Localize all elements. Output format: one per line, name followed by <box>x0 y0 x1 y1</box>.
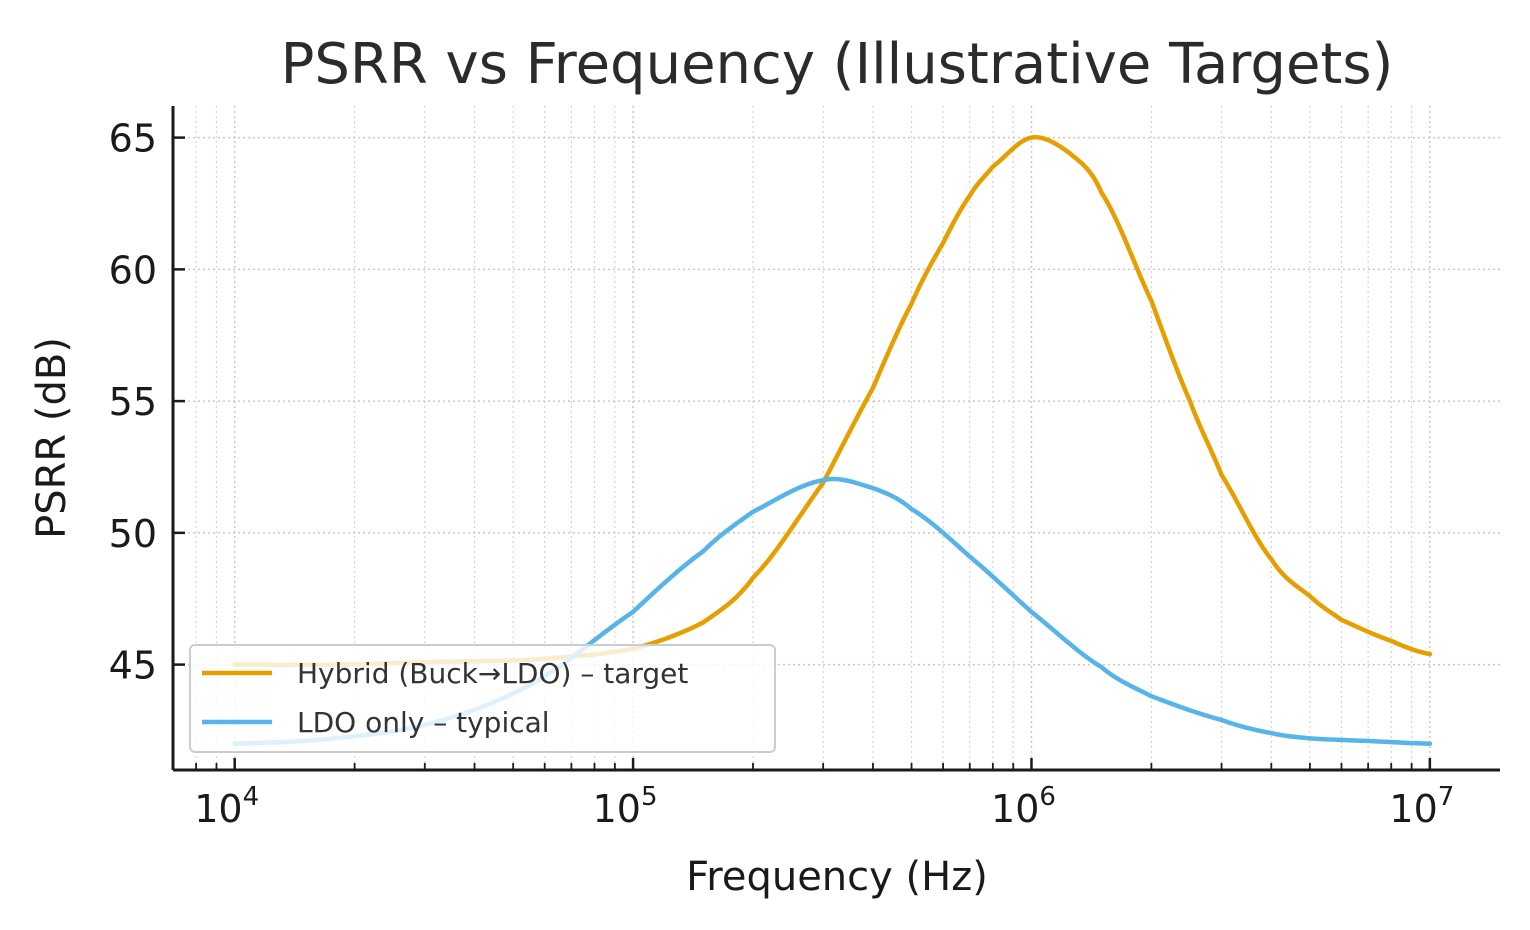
x-tick-label-exponent: 6 <box>1039 782 1056 812</box>
y-tick-label: 65 <box>109 117 157 161</box>
x-tick-label: 106 <box>991 782 1056 831</box>
x-tick-label-base: 10 <box>991 787 1039 831</box>
x-tick-label: 104 <box>194 782 259 831</box>
grid <box>172 106 1500 770</box>
chart-title: PSRR vs Frequency (Illustrative Targets) <box>281 32 1394 97</box>
x-tick-label-exponent: 7 <box>1438 782 1455 812</box>
x-tick-label-exponent: 5 <box>641 782 658 812</box>
x-tick-label: 105 <box>593 782 658 831</box>
legend-entry-1: LDO only – typical <box>297 706 550 739</box>
legend-box <box>189 644 776 753</box>
y-axis-label: PSRR (dB) <box>29 337 75 539</box>
y-tick-label: 45 <box>109 644 157 688</box>
x-tick-label-exponent: 4 <box>243 782 260 812</box>
y-tick-label: 55 <box>109 380 157 424</box>
x-tick-label: 107 <box>1389 782 1454 831</box>
x-tick-label-base: 10 <box>593 787 641 831</box>
x-tick-label-base: 10 <box>1389 787 1437 831</box>
axes <box>171 106 1500 772</box>
legend-entry-0: Hybrid (Buck→LDO) – target <box>297 657 688 690</box>
legend: Hybrid (Buck→LDO) – target LDO only – typ… <box>189 644 776 753</box>
x-tick-label-base: 10 <box>194 787 242 831</box>
y-tick-label: 50 <box>109 512 157 556</box>
x-axis-label: Frequency (Hz) <box>686 854 988 900</box>
y-tick-label: 60 <box>109 248 157 292</box>
